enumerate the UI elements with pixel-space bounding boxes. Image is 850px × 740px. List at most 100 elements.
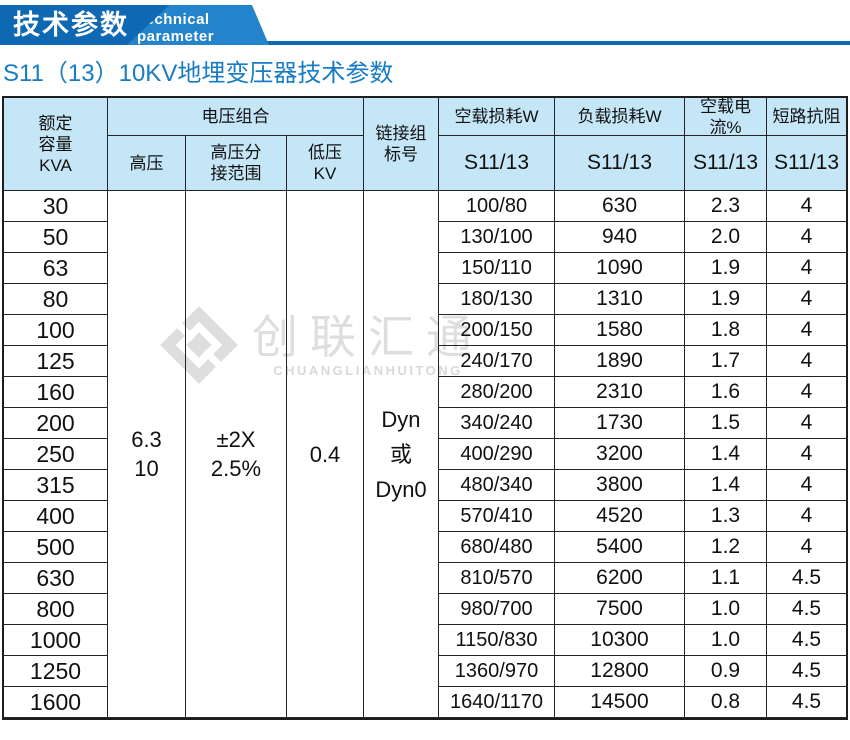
load-loss-cell: 940 [555, 222, 685, 254]
no-load-loss-cell: 810/570 [439, 563, 555, 595]
no-load-current-cell: 1.0 [685, 594, 767, 626]
header-load-loss-series: S11/13 [555, 136, 685, 192]
capacity-cell: 800 [4, 594, 108, 626]
capacity-cell: 630 [4, 563, 108, 595]
load-loss-cell: 4520 [555, 501, 685, 533]
capacity-cell: 160 [4, 377, 108, 409]
load-loss-cell: 1580 [555, 315, 685, 347]
impedance-cell: 4 [767, 222, 846, 254]
capacity-cell: 1000 [4, 625, 108, 657]
no-load-loss-cell: 1360/970 [439, 656, 555, 688]
capacity-cell: 100 [4, 315, 108, 347]
impedance-cell: 4.5 [767, 594, 846, 626]
impedance-cell: 4 [767, 470, 846, 502]
impedance-cell: 4 [767, 439, 846, 471]
impedance-cell: 4 [767, 377, 846, 409]
impedance-cell: 4 [767, 284, 846, 316]
impedance-cell: 4.5 [767, 656, 846, 688]
load-loss-cell: 3200 [555, 439, 685, 471]
banner: 技术参数 Technical parameter [0, 5, 850, 45]
no-load-current-cell: 1.0 [685, 625, 767, 657]
no-load-loss-cell: 570/410 [439, 501, 555, 533]
no-load-current-cell: 1.2 [685, 532, 767, 564]
load-loss-cell: 5400 [555, 532, 685, 564]
load-loss-cell: 1890 [555, 346, 685, 378]
header-hv: 高压 [108, 136, 186, 192]
load-loss-cell: 1310 [555, 284, 685, 316]
impedance-cell: 4.5 [767, 625, 846, 657]
no-load-loss-cell: 100/80 [439, 191, 555, 223]
header-capacity: 额定 容量 KVA [4, 98, 108, 192]
no-load-current-cell: 1.7 [685, 346, 767, 378]
load-loss-cell: 7500 [555, 594, 685, 626]
banner-underline [0, 41, 850, 45]
banner-title: 技术参数 [13, 9, 129, 40]
load-loss-cell: 12800 [555, 656, 685, 688]
impedance-cell: 4 [767, 253, 846, 285]
lv-merged-value: 0.4 [287, 191, 364, 719]
impedance-cell: 4 [767, 315, 846, 347]
parameters-table: 额定 容量 KVA 电压组合 高压 高压分 接范围 低压 KV 链接组 标号 空… [2, 96, 848, 721]
impedance-cell: 4 [767, 408, 846, 440]
header-link-group: 链接组 标号 [364, 98, 439, 192]
no-load-loss-cell: 280/200 [439, 377, 555, 409]
no-load-current-cell: 2.3 [685, 191, 767, 223]
no-load-current-cell: 0.8 [685, 687, 767, 719]
no-load-current-cell: 1.4 [685, 470, 767, 502]
header-voltage-group: 电压组合 [108, 98, 364, 137]
capacity-cell: 315 [4, 470, 108, 502]
load-loss-cell: 6200 [555, 563, 685, 595]
capacity-cell: 63 [4, 253, 108, 285]
no-load-current-cell: 1.1 [685, 563, 767, 595]
no-load-current-cell: 1.8 [685, 315, 767, 347]
no-load-current-cell: 1.6 [685, 377, 767, 409]
no-load-current-cell: 1.5 [685, 408, 767, 440]
header-impedance-series: S11/13 [767, 136, 846, 192]
capacity-cell: 1250 [4, 656, 108, 688]
no-load-current-cell: 1.4 [685, 439, 767, 471]
load-loss-cell: 10300 [555, 625, 685, 657]
header-load-loss: 负载损耗W [555, 98, 685, 137]
header-no-load-current-series: S11/13 [685, 136, 767, 192]
capacity-cell: 200 [4, 408, 108, 440]
no-load-loss-cell: 1640/1170 [439, 687, 555, 719]
capacity-cell: 400 [4, 501, 108, 533]
no-load-loss-cell: 1150/830 [439, 625, 555, 657]
no-load-loss-cell: 680/480 [439, 532, 555, 564]
load-loss-cell: 1090 [555, 253, 685, 285]
no-load-loss-cell: 400/290 [439, 439, 555, 471]
no-load-loss-cell: 240/170 [439, 346, 555, 378]
no-load-current-cell: 0.9 [685, 656, 767, 688]
link-group-merged-value: Dyn 或 Dyn0 [364, 191, 439, 719]
capacity-cell: 500 [4, 532, 108, 564]
no-load-loss-cell: 340/240 [439, 408, 555, 440]
no-load-current-cell: 2.0 [685, 222, 767, 254]
header-hv-tap-range: 高压分 接范围 [186, 136, 287, 192]
no-load-loss-cell: 980/700 [439, 594, 555, 626]
capacity-cell: 50 [4, 222, 108, 254]
capacity-cell: 125 [4, 346, 108, 378]
tap-range-merged-value: ±2X 2.5% [186, 191, 287, 719]
header-no-load-loss: 空载损耗W [439, 98, 555, 137]
impedance-cell: 4.5 [767, 563, 846, 595]
capacity-cell: 1600 [4, 687, 108, 719]
header-no-load-current: 空载电流% [685, 97, 767, 137]
impedance-cell: 4 [767, 346, 846, 378]
no-load-loss-cell: 150/110 [439, 253, 555, 285]
load-loss-cell: 14500 [555, 687, 685, 719]
impedance-cell: 4.5 [767, 687, 846, 719]
capacity-cell: 30 [4, 191, 108, 223]
no-load-current-cell: 1.9 [685, 253, 767, 285]
no-load-loss-cell: 180/130 [439, 284, 555, 316]
impedance-cell: 4 [767, 532, 846, 564]
no-load-loss-cell: 480/340 [439, 470, 555, 502]
capacity-cell: 80 [4, 284, 108, 316]
capacity-cell: 250 [4, 439, 108, 471]
load-loss-cell: 2310 [555, 377, 685, 409]
load-loss-cell: 630 [555, 191, 685, 223]
no-load-current-cell: 1.9 [685, 284, 767, 316]
page-title: S11（13）10KV地埋变压器技术参数 [3, 60, 394, 87]
impedance-cell: 4 [767, 501, 846, 533]
header-no-load-loss-series: S11/13 [439, 136, 555, 192]
